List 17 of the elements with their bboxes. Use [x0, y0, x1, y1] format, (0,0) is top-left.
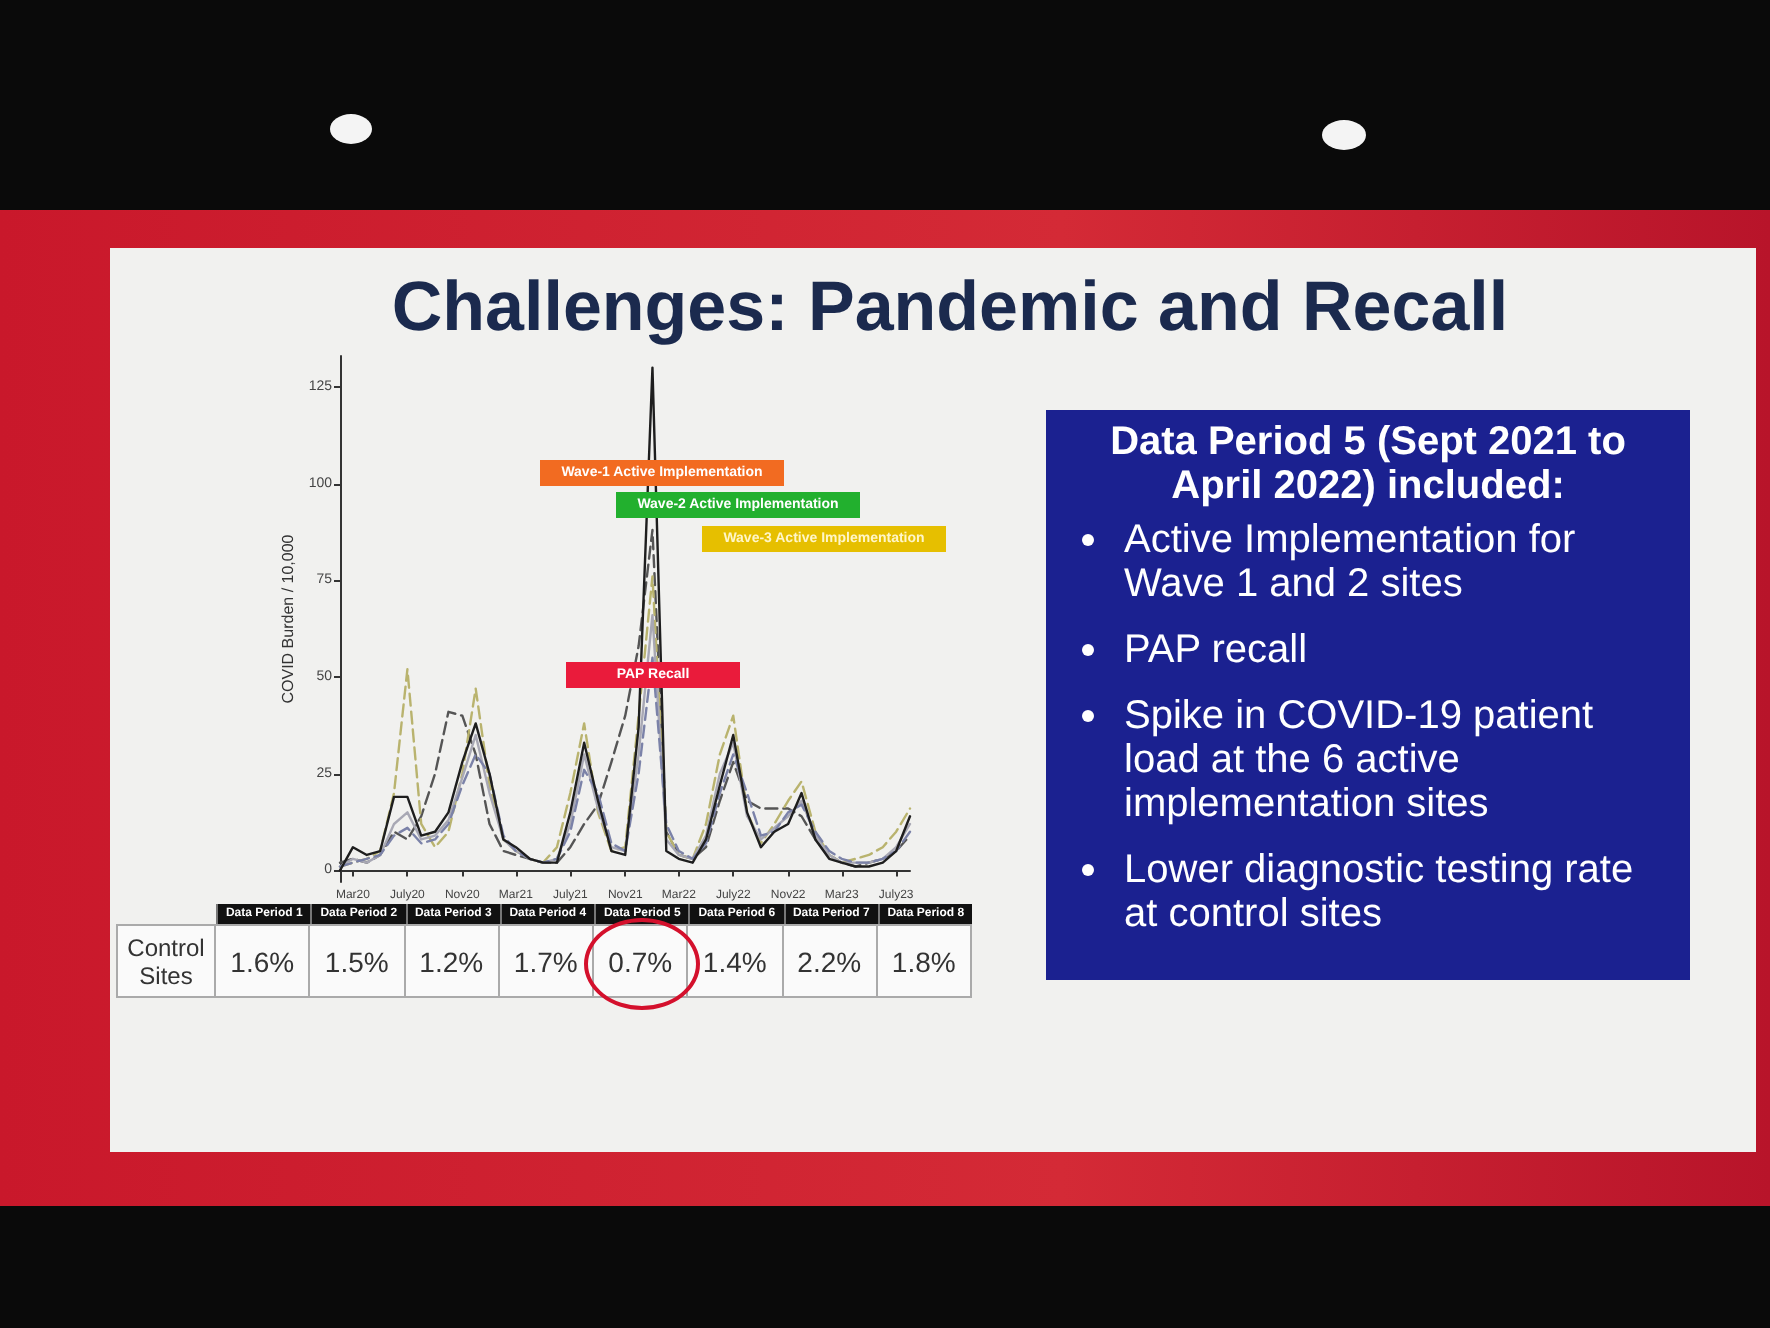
text: 1.7% — [513, 945, 578, 977]
text: PAP recall — [1124, 628, 1310, 672]
text: Active Implementation for Wave 1 and 2 sites — [1124, 518, 1578, 606]
text: 1.2% — [419, 945, 484, 977]
text: Spike in COVID-19 patient load at the 6 active implementation sites — [1124, 694, 1596, 826]
text: Data Period 5 (Sept 2021 to April 2022) included: — [1108, 420, 1628, 508]
text: 1.6% — [230, 945, 295, 977]
line-series — [338, 656, 912, 868]
chart-title: Challenges: Pandemic and Recall — [391, 268, 1509, 346]
text: 1.5% — [324, 945, 389, 977]
text: 2.2% — [797, 945, 862, 977]
text: 1.8% — [891, 945, 956, 977]
text: Control Sites — [116, 924, 216, 998]
text: 1.4% — [702, 945, 767, 977]
text: 0.7% — [608, 945, 673, 977]
text: Lower diagnostic testing rate at control sites — [1124, 848, 1636, 936]
y-axis-title: COVID Burden / 10,000 — [279, 533, 297, 704]
